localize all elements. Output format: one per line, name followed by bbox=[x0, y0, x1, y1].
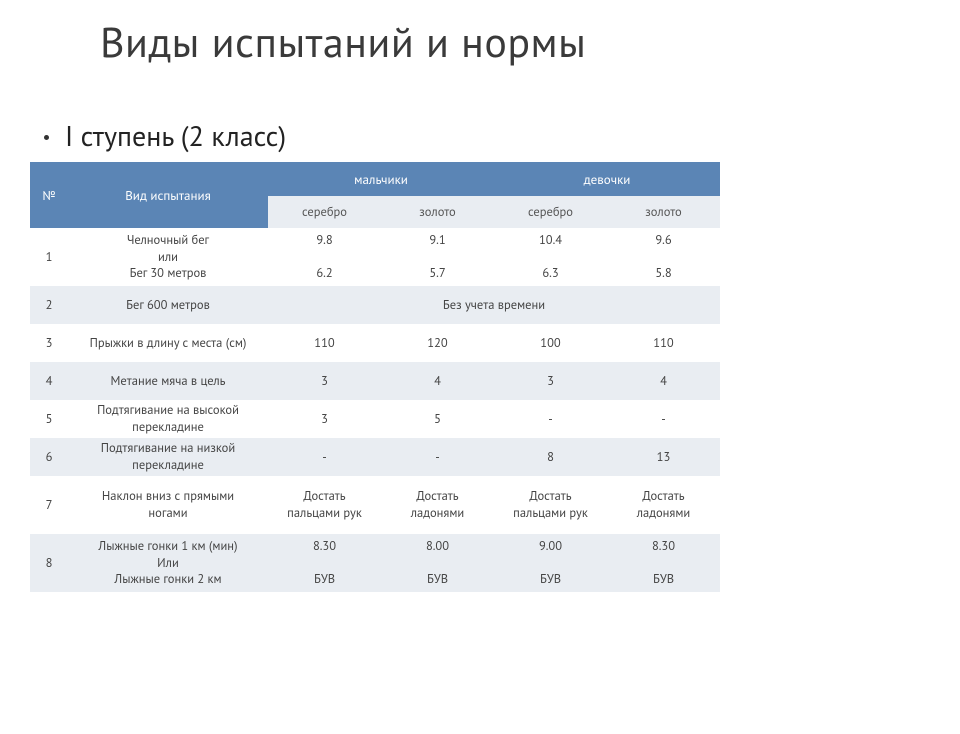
cell-test-name: Подтягивание на низкой перекладине bbox=[68, 438, 268, 476]
table-row: 1Челночный бег или Бег 30 метров9.8 6.29… bbox=[30, 228, 720, 286]
cell-value: 8 bbox=[494, 438, 607, 476]
cell-value: 3 bbox=[268, 362, 381, 400]
cell-test-name: Метание мяча в цель bbox=[68, 362, 268, 400]
table-header-row-1: № Вид испытания мальчики девочки bbox=[30, 162, 720, 196]
cell-value: - bbox=[268, 438, 381, 476]
cell-num: 8 bbox=[30, 534, 68, 592]
cell-value: 8.30 БУВ bbox=[268, 534, 381, 592]
cell-value: 5 bbox=[381, 400, 494, 438]
norms-table: № Вид испытания мальчики девочки серебро… bbox=[30, 162, 720, 592]
cell-value: Достать ладонями bbox=[381, 476, 494, 534]
col-girls: девочки bbox=[494, 162, 720, 196]
table-row: 2Бег 600 метровБез учета времени bbox=[30, 286, 720, 324]
cell-test-name: Лыжные гонки 1 км (мин) Или Лыжные гонки… bbox=[68, 534, 268, 592]
col-num: № bbox=[30, 162, 68, 228]
cell-value: 110 bbox=[607, 324, 720, 362]
table-row: 8Лыжные гонки 1 км (мин) Или Лыжные гонк… bbox=[30, 534, 720, 592]
cell-num: 3 bbox=[30, 324, 68, 362]
table-body: 1Челночный бег или Бег 30 метров9.8 6.29… bbox=[30, 228, 720, 592]
col-boys-silver: серебро bbox=[268, 196, 381, 228]
cell-num: 4 bbox=[30, 362, 68, 400]
cell-num: 1 bbox=[30, 228, 68, 286]
cell-test-name: Бег 600 метров bbox=[68, 286, 268, 324]
cell-num: 5 bbox=[30, 400, 68, 438]
bullet-icon bbox=[44, 135, 49, 140]
cell-value: 9.6 5.8 bbox=[607, 228, 720, 286]
cell-value: 3 bbox=[494, 362, 607, 400]
cell-value: 120 bbox=[381, 324, 494, 362]
cell-value: 4 bbox=[607, 362, 720, 400]
cell-value: - bbox=[607, 400, 720, 438]
cell-test-name: Подтягивание на высокой перекладине bbox=[68, 400, 268, 438]
main-title: Виды испытаний и нормы bbox=[100, 14, 960, 69]
cell-value: 9.8 6.2 bbox=[268, 228, 381, 286]
col-boys: мальчики bbox=[268, 162, 494, 196]
cell-num: 7 bbox=[30, 476, 68, 534]
cell-value: 9.00 БУВ bbox=[494, 534, 607, 592]
cell-merged: Без учета времени bbox=[268, 286, 720, 324]
cell-test-name: Наклон вниз с прямыми ногами bbox=[68, 476, 268, 534]
subtitle: I ступень (2 класс) bbox=[65, 117, 286, 154]
table-row: 4Метание мяча в цель3434 bbox=[30, 362, 720, 400]
cell-value: 10.4 6.3 bbox=[494, 228, 607, 286]
cell-value: 8.00 БУВ bbox=[381, 534, 494, 592]
table-row: 7Наклон вниз с прямыми ногамиДостать пал… bbox=[30, 476, 720, 534]
cell-value: 13 bbox=[607, 438, 720, 476]
col-boys-gold: золото bbox=[381, 196, 494, 228]
table-row: 3Прыжки в длину с места (см)110120100110 bbox=[30, 324, 720, 362]
table-row: 5Подтягивание на высокой перекладине35-- bbox=[30, 400, 720, 438]
page: Виды испытаний и нормы I ступень (2 клас… bbox=[0, 14, 960, 734]
cell-num: 2 bbox=[30, 286, 68, 324]
subtitle-row: I ступень (2 класс) bbox=[44, 117, 960, 154]
cell-value: - bbox=[494, 400, 607, 438]
cell-value: Достать пальцами рук bbox=[268, 476, 381, 534]
cell-num: 6 bbox=[30, 438, 68, 476]
col-test-kind: Вид испытания bbox=[68, 162, 268, 228]
cell-value: Достать пальцами рук bbox=[494, 476, 607, 534]
cell-value: 9.1 5.7 bbox=[381, 228, 494, 286]
col-girls-silver: серебро bbox=[494, 196, 607, 228]
cell-value: 4 bbox=[381, 362, 494, 400]
cell-value: 100 bbox=[494, 324, 607, 362]
cell-value: 8.30 БУВ bbox=[607, 534, 720, 592]
col-girls-gold: золото bbox=[607, 196, 720, 228]
cell-test-name: Прыжки в длину с места (см) bbox=[68, 324, 268, 362]
cell-value: 3 bbox=[268, 400, 381, 438]
cell-value: - bbox=[381, 438, 494, 476]
cell-value: Достать ладонями bbox=[607, 476, 720, 534]
cell-value: 110 bbox=[268, 324, 381, 362]
cell-test-name: Челночный бег или Бег 30 метров bbox=[68, 228, 268, 286]
table-row: 6Подтягивание на низкой перекладине--813 bbox=[30, 438, 720, 476]
